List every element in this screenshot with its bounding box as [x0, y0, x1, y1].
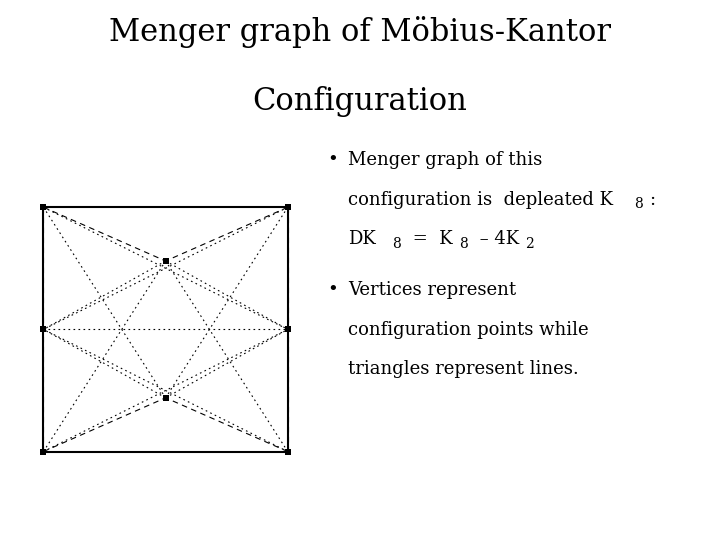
Text: Menger graph of this: Menger graph of this [348, 151, 542, 169]
Text: configuration points while: configuration points while [348, 321, 588, 339]
Text: – 4K: – 4K [474, 230, 519, 248]
Text: =  K: = K [407, 230, 452, 248]
Text: •: • [328, 281, 338, 299]
Text: 8: 8 [459, 237, 468, 251]
Text: DK: DK [348, 230, 376, 248]
Text: :: : [649, 191, 655, 208]
Text: configuration is  depleated K: configuration is depleated K [348, 191, 613, 208]
Text: Menger graph of Möbius-Kantor: Menger graph of Möbius-Kantor [109, 16, 611, 48]
Text: 8: 8 [392, 237, 401, 251]
Text: 2: 2 [525, 237, 534, 251]
Text: 8: 8 [634, 197, 643, 211]
Text: •: • [328, 151, 338, 169]
Text: Configuration: Configuration [253, 86, 467, 117]
Text: Vertices represent: Vertices represent [348, 281, 516, 299]
Text: triangles represent lines.: triangles represent lines. [348, 360, 578, 378]
